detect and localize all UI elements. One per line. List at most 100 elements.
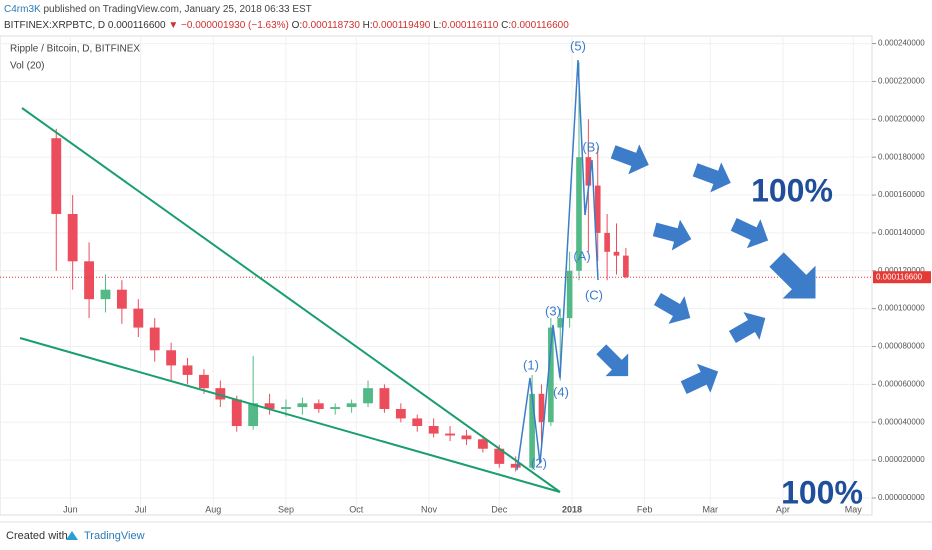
last-price-box <box>873 271 931 284</box>
symbol-line: BITFINEX:XRPBTC, D 0.000116600 ▼ −0.0000… <box>4 20 569 31</box>
candle-body <box>412 418 423 427</box>
x-tick-label: 2018 <box>562 504 582 514</box>
footer-created: Created with <box>6 530 68 542</box>
author: C4rm3K <box>4 4 41 15</box>
y-tick-label: 0.000000000 <box>878 493 925 502</box>
candle-body <box>264 403 275 409</box>
candle-body <box>604 232 610 252</box>
o-value: 0.000118730 <box>302 20 360 31</box>
header-line: C4rm3K published on TradingView.com, Jan… <box>4 4 312 15</box>
y-tick-label: 0.000120000 <box>878 266 925 275</box>
candle-body <box>297 403 308 408</box>
candle-body <box>313 403 324 409</box>
candle-body <box>116 289 127 309</box>
arrow <box>692 162 731 193</box>
last-price-label: 0.000116600 <box>876 272 923 281</box>
x-tick-label: May <box>845 504 863 514</box>
c-label: C: <box>501 20 511 31</box>
o-label: O: <box>292 20 303 31</box>
y-tick-label: 0.000040000 <box>878 417 925 426</box>
arrow <box>730 218 769 249</box>
candle-body <box>395 408 406 419</box>
annotation: (4) <box>553 384 569 399</box>
candle-body <box>510 463 521 468</box>
y-tick-label: 0.000240000 <box>878 39 925 48</box>
annotation: 100% <box>751 172 833 208</box>
y-tick-label: 0.000020000 <box>878 455 925 464</box>
c-value: 0.000116600 <box>511 20 569 31</box>
candle-body <box>428 426 439 434</box>
annotation: (1) <box>523 357 539 372</box>
x-tick-label: Dec <box>491 504 508 514</box>
y-tick-label: 0.000060000 <box>878 379 925 388</box>
annotation: (3) <box>545 303 561 318</box>
price: 0.000116600 <box>108 20 166 31</box>
x-tick-label: Sep <box>278 504 294 514</box>
arrow <box>610 144 649 175</box>
candle-body <box>346 403 357 408</box>
change: ▼ −0.000001930 (−1.63%) <box>168 20 289 31</box>
candle-body <box>281 407 291 409</box>
arrow <box>680 363 719 394</box>
candle-body <box>84 261 94 300</box>
candle-body <box>248 403 259 427</box>
candle-body <box>529 393 535 468</box>
arrow <box>652 219 692 251</box>
x-tick-label: Jun <box>63 504 78 514</box>
candle-body <box>133 308 144 328</box>
candle-body <box>576 157 582 271</box>
candle-body <box>494 448 505 464</box>
y-tick-label: 0.000180000 <box>878 152 925 161</box>
candle-body <box>538 393 545 423</box>
candle-body <box>51 138 62 214</box>
candle-body <box>231 399 242 427</box>
candle-body <box>379 388 390 409</box>
x-tick-label: Oct <box>349 504 364 514</box>
annotation: (5) <box>570 38 586 53</box>
y-tick-label: 0.000140000 <box>878 228 925 237</box>
logo <box>66 531 78 540</box>
candle-body <box>149 327 160 351</box>
x-tick-label: Apr <box>776 504 790 514</box>
candle-body <box>363 388 373 404</box>
symbol: BITFINEX:XRPBTC, D <box>4 20 105 31</box>
candle-body <box>67 213 78 262</box>
candle-body <box>623 255 629 278</box>
candle-body <box>594 185 601 233</box>
candle-body <box>461 435 472 440</box>
candle-body <box>557 318 564 328</box>
candle-body <box>215 388 226 400</box>
arrow <box>596 344 629 377</box>
trend-line <box>21 107 561 493</box>
y-tick-label: 0.000220000 <box>878 77 925 86</box>
x-tick-label: Nov <box>421 504 438 514</box>
annotation: (C) <box>585 287 603 302</box>
h-label: H: <box>363 20 373 31</box>
footer-brand[interactable]: TradingView <box>84 530 145 542</box>
published: published on TradingView.com, January 25… <box>43 4 311 15</box>
x-tick-label: Mar <box>703 504 719 514</box>
x-tick-label: Aug <box>205 504 221 514</box>
candle-body <box>548 327 554 423</box>
chart-title: Ripple / Bitcoin, D, BITFINEX <box>10 44 140 55</box>
x-tick-label: Feb <box>637 504 653 514</box>
x-tick-label: Jul <box>135 504 147 514</box>
candle-body <box>199 374 209 389</box>
candle-body <box>566 270 573 319</box>
y-tick-label: 0.000080000 <box>878 342 925 351</box>
wave-line <box>516 59 599 471</box>
arrow <box>769 252 816 299</box>
candle-body <box>585 157 592 186</box>
annotation: (2) <box>531 455 547 470</box>
candle-body <box>613 251 620 256</box>
candle-body <box>100 289 111 300</box>
h-value: 0.000119490 <box>373 20 431 31</box>
candle-body <box>477 439 488 449</box>
trend-line <box>19 337 561 493</box>
l-value: 0.000116110 <box>441 20 498 31</box>
annotation: 100% <box>781 474 863 510</box>
annotation: (A) <box>573 248 590 263</box>
candle-body <box>330 407 341 409</box>
plot-area <box>0 35 873 516</box>
